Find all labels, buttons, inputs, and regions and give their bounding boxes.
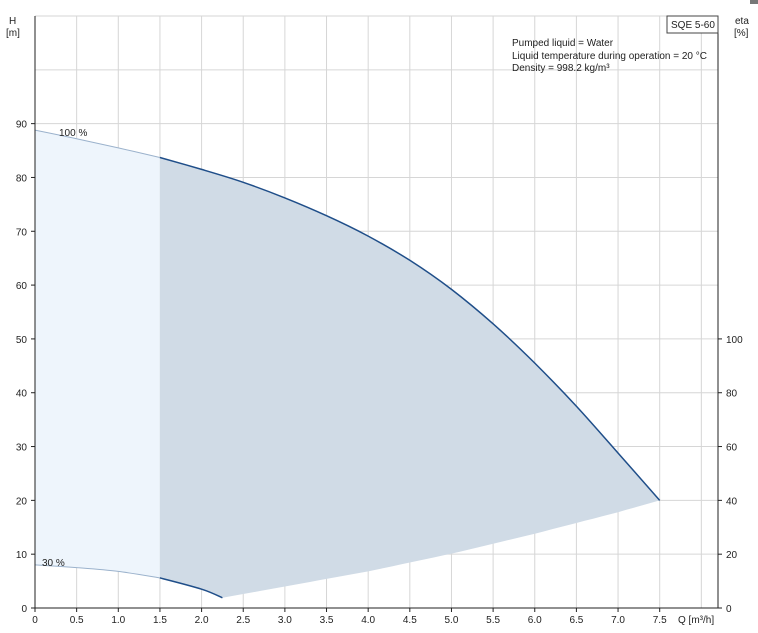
curve-30-low-flow xyxy=(34,564,160,579)
x-tick-label: 1.5 xyxy=(153,615,167,626)
region-dark xyxy=(159,157,660,598)
x-tick-label: 4.0 xyxy=(361,615,375,626)
operating-region xyxy=(35,130,660,598)
info-line-liquid: Pumped liquid = Water xyxy=(512,38,614,49)
x-tick-label: 7.0 xyxy=(611,615,625,626)
info-line-temperature: Liquid temperature during operation = 20… xyxy=(512,51,707,62)
y-left-tick-label: 10 xyxy=(16,550,28,561)
y-right-tick-label: 20 xyxy=(726,550,738,561)
curve-30 xyxy=(159,577,223,599)
window-corner-icon[interactable] xyxy=(750,0,758,6)
y-right-axis-title: eta xyxy=(735,16,749,27)
x-tick-label: 6.5 xyxy=(569,615,583,626)
y-left-tick-label: 0 xyxy=(21,604,27,615)
x-axis-title: Q [m³/h] xyxy=(678,615,714,626)
x-tick-label: 5.5 xyxy=(486,615,500,626)
y-right-tick-label: 60 xyxy=(726,443,738,454)
curve-label-100: 100 % xyxy=(59,128,87,139)
info-line-density: Density = 998.2 kg/m³ xyxy=(512,63,610,74)
curve-100 xyxy=(159,156,661,501)
y-left-axis-unit: [m] xyxy=(6,28,20,39)
x-tick-label: 0.5 xyxy=(70,615,84,626)
x-tick-label: 1.0 xyxy=(111,615,125,626)
x-tick-label: 2.5 xyxy=(236,615,250,626)
x-tick-label: 3.0 xyxy=(278,615,292,626)
x-tick-label: 5.0 xyxy=(445,615,459,626)
y-left-tick-label: 40 xyxy=(16,389,28,400)
performance-curves xyxy=(34,129,661,599)
x-tick-label: 3.5 xyxy=(320,615,334,626)
curve-100-low-flow xyxy=(34,129,161,158)
y-left-tick-label: 30 xyxy=(16,443,28,454)
y-left-tick-label: 50 xyxy=(16,335,28,346)
x-tick-label: 7.5 xyxy=(653,615,667,626)
y-right-tick-label: 100 xyxy=(726,335,743,346)
x-tick-label: 0 xyxy=(32,615,38,626)
y-left-tick-label: 80 xyxy=(16,173,28,184)
y-left-tick-label: 90 xyxy=(16,120,28,131)
y-left-tick-label: 70 xyxy=(16,227,28,238)
curve-label-30: 30 % xyxy=(42,558,65,569)
y-right-tick-label: 0 xyxy=(726,604,732,615)
y-left-tick-label: 20 xyxy=(16,496,28,507)
y-left-axis-title: H xyxy=(9,16,16,27)
tick-labels: 0 0.5 1.0 1.5 2.0 2.5 3.0 3.5 4.0 4.5 5.0 5.5 6.0 6.5… xyxy=(16,120,743,626)
model-label: SQE 5-60 xyxy=(671,20,715,31)
y-right-tick-label: 40 xyxy=(726,496,738,507)
x-tick-label: 2.0 xyxy=(195,615,209,626)
y-right-tick-label: 80 xyxy=(726,389,738,400)
axes xyxy=(34,16,719,609)
y-right-axis-unit: [%] xyxy=(734,28,749,39)
region-light xyxy=(35,130,160,578)
model-label-box: SQE 5-60 xyxy=(666,15,719,34)
x-tick-label: 4.5 xyxy=(403,615,417,626)
model-label-frame xyxy=(666,15,719,34)
y-left-tick-label: 60 xyxy=(16,281,28,292)
x-tick-label: 6.0 xyxy=(528,615,542,626)
